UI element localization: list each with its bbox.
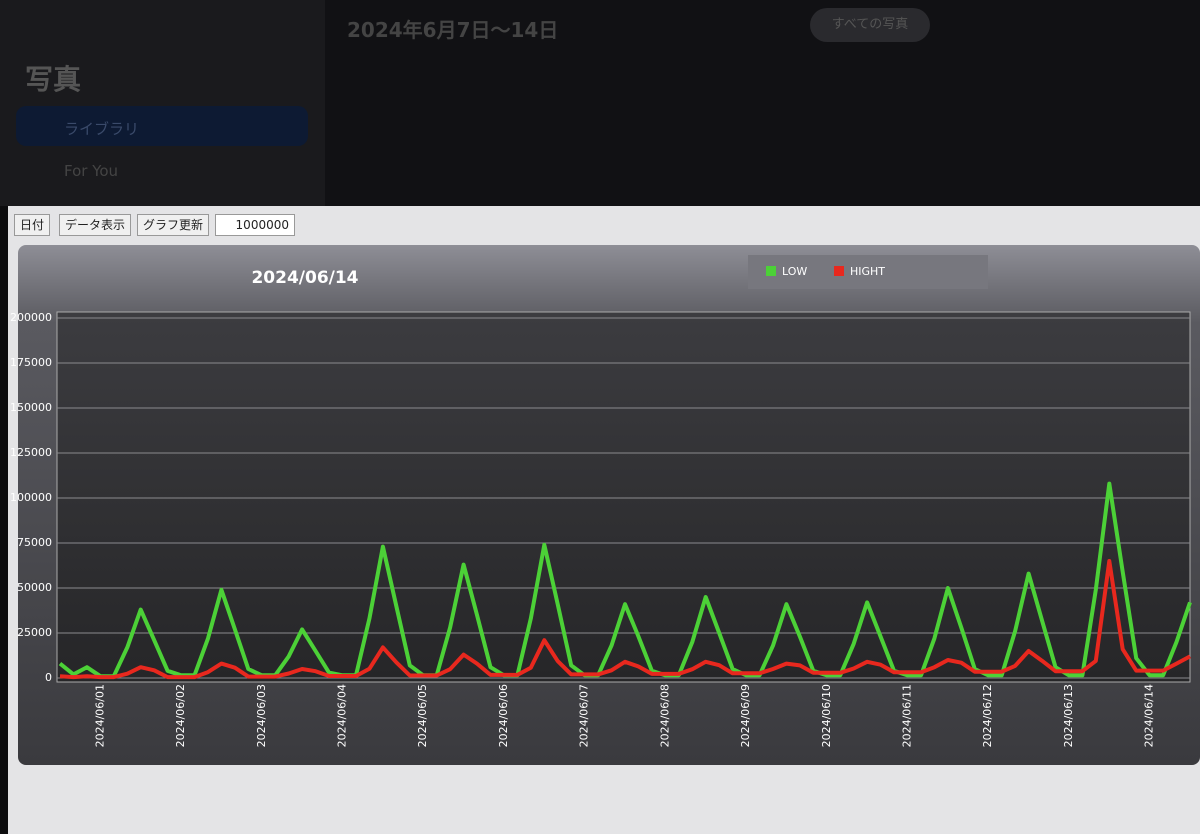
- x-tick-label: 2024/06/04: [336, 684, 349, 747]
- x-tick-label: 2024/06/03: [255, 684, 268, 747]
- x-tick-label: 2024/06/06: [497, 684, 510, 747]
- toolbar-button[interactable]: 日付: [14, 214, 51, 236]
- series-line: [59, 559, 1191, 680]
- spinner[interactable]: 1000000: [215, 214, 295, 236]
- sidebar-item[interactable]: For You: [64, 162, 119, 180]
- toolbar-button[interactable]: データ表示: [59, 214, 132, 236]
- y-tick-label: 25000: [17, 626, 52, 639]
- x-tick-label: 2024/06/14: [1143, 684, 1156, 747]
- legend: [748, 255, 988, 289]
- x-tick-label: 2024/06/09: [739, 684, 752, 747]
- filter[interactable]: すべての写真: [810, 8, 930, 42]
- x-tick-label: 2024/06/07: [578, 684, 591, 747]
- photos-app: 写真 ライブラリ For You 2024年6月7日〜14日 すべての写真: [0, 0, 1200, 206]
- y-tick-label: 50000: [17, 581, 52, 594]
- x-tick-label: 2024/06/02: [174, 684, 187, 747]
- x-tick-label: 2024/06/08: [658, 684, 671, 747]
- y-tick-label: 125000: [10, 446, 52, 459]
- y-tick-label: 150000: [10, 401, 52, 414]
- sidebar-item[interactable]: ライブラリ: [64, 120, 140, 138]
- sidebar: 写真 ライブラリ For You: [0, 0, 325, 206]
- y-tick-label: 100000: [10, 491, 52, 504]
- x-tick-label: 2024/06/12: [981, 684, 994, 747]
- legend-label: LOW: [782, 265, 807, 278]
- legend-label: HIGHT: [850, 265, 885, 278]
- y-tick-label: 75000: [17, 536, 52, 549]
- x-tick-label: 2024/06/11: [901, 684, 914, 747]
- x-tick-label: 2024/06/10: [820, 684, 833, 747]
- x-tick-label: 2024/06/05: [416, 684, 429, 747]
- app-title: 写真: [25, 63, 82, 96]
- chart-title: 2024/06/14: [251, 268, 358, 288]
- plot-area: [56, 311, 1191, 683]
- x-tick-label: 2024/06/13: [1062, 684, 1075, 747]
- toolbar-button[interactable]: グラフ更新: [137, 214, 210, 236]
- y-tick-label: 200000: [10, 311, 52, 324]
- x-tick-label: 2024/06/01: [93, 684, 106, 747]
- y-tick-label: 175000: [10, 356, 52, 369]
- y-tick-label: 0: [45, 671, 52, 684]
- album-title: 2024年6月7日〜14日: [347, 18, 559, 42]
- series-line: [58, 481, 1192, 679]
- legend-swatch: [834, 266, 844, 276]
- legend-swatch: [766, 266, 776, 276]
